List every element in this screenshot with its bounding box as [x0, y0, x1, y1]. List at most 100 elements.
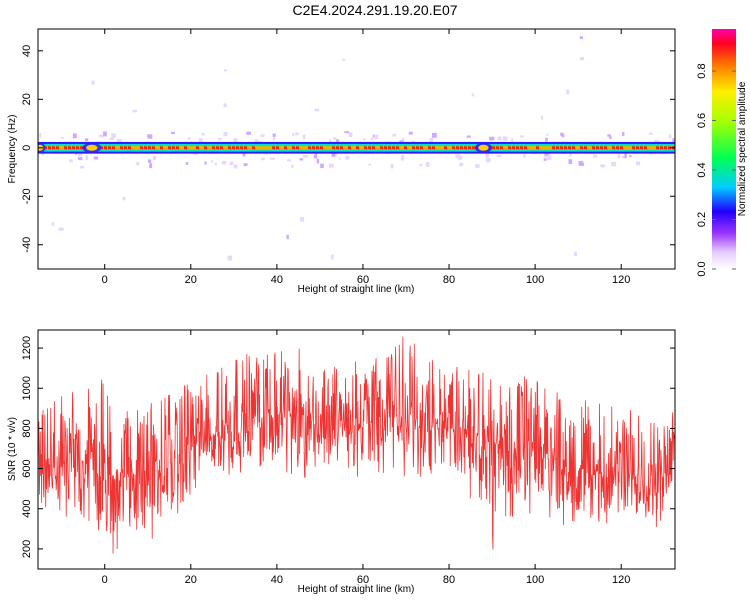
- ridge-core-dot: [124, 146, 127, 150]
- ridge-core-dot: [520, 146, 523, 150]
- ridge-core-dot: [532, 146, 535, 150]
- ridge-core-dot: [460, 146, 463, 150]
- spectral-speckle: [344, 131, 350, 134]
- spectral-speckle: [152, 155, 157, 160]
- spectral-speckle: [260, 134, 265, 137]
- spectral-speckle: [316, 158, 320, 164]
- spectral-speckle: [348, 132, 353, 138]
- ridge-core-dot: [656, 146, 659, 150]
- ridge-core-dot: [640, 146, 643, 150]
- spectral-speckle: [372, 134, 376, 138]
- ridge-core-dot: [132, 146, 135, 150]
- x-tick-label: 0: [102, 274, 108, 286]
- spectral-speckle: [573, 251, 577, 257]
- ridge-core-dot: [500, 146, 503, 150]
- ridge-core-dot: [80, 146, 83, 150]
- spectral-speckle: [458, 155, 463, 161]
- spectral-speckle: [335, 139, 340, 144]
- snr-series-line: [38, 336, 675, 554]
- spectral-speckle: [485, 152, 489, 158]
- ridge-core-dot: [668, 146, 671, 150]
- ridge-core-dot: [212, 146, 215, 150]
- ridge-core-dot: [192, 146, 195, 150]
- ridge-core-dot: [604, 146, 607, 150]
- spectral-speckle: [368, 163, 371, 166]
- ridge-core-dot: [300, 146, 303, 150]
- spectral-speckle: [342, 58, 346, 61]
- colorbar-tick-label: 0.8: [696, 63, 708, 78]
- spectral-speckle: [502, 136, 508, 141]
- ridge-core-dot: [664, 146, 667, 150]
- ridge-core-dot: [244, 146, 247, 150]
- ridge-core-dot: [248, 146, 251, 150]
- spectral-speckle: [374, 134, 379, 140]
- ridge-core-dot: [372, 146, 375, 150]
- ridge-core-dot: [176, 146, 179, 150]
- ridge-core-dot: [388, 146, 391, 150]
- spectral-speckle: [218, 137, 222, 141]
- spectral-speckle: [116, 139, 122, 143]
- ridge-core-dot: [624, 146, 627, 150]
- ridge-core-dot: [108, 146, 111, 150]
- ridge-core-dot: [320, 146, 323, 150]
- colorbar-tick-label: 0.2: [696, 212, 708, 227]
- ridge-core-dot: [432, 146, 435, 150]
- ridge-core-dot: [304, 146, 307, 150]
- ridge-core-dot: [536, 146, 539, 150]
- spectral-speckle: [111, 133, 116, 138]
- spectral-speckle: [489, 136, 495, 141]
- ridge-core-dot: [284, 146, 287, 150]
- spectral-speckle: [223, 103, 227, 108]
- spectral-speckle: [600, 164, 606, 168]
- ridge-core-dot: [576, 146, 579, 150]
- spectral-speckle: [261, 157, 265, 161]
- ridge-core-dot: [516, 146, 519, 150]
- colorbar-tick-label: 0.4: [696, 162, 708, 177]
- spectral-speckle: [171, 131, 175, 135]
- spectral-speckle: [214, 162, 217, 166]
- spectral-speckle: [617, 154, 621, 159]
- spectral-speckle: [93, 156, 99, 160]
- ridge-core-dot: [200, 146, 203, 150]
- spectral-speckle: [486, 158, 491, 163]
- snr-panel: 0 20 40 60 80 100 120 200 400 600 800 1000 1200 Hei…: [7, 329, 676, 595]
- spectral-speckle: [400, 157, 405, 161]
- colorbar-axis: 0.0 0.2 0.4 0.6 0.8: [696, 63, 736, 277]
- spectral-speckle: [331, 254, 334, 260]
- ridge-core-dot: [228, 146, 231, 150]
- spectral-speckle: [233, 164, 238, 169]
- ridge-core-dot: [368, 146, 371, 150]
- ridge-core-dot: [188, 146, 191, 150]
- ridge-core-dot: [204, 146, 207, 150]
- spectral-speckle: [496, 154, 502, 157]
- ridge-core-dot: [404, 146, 407, 150]
- x-tick-label: 80: [443, 274, 455, 286]
- ridge-core-dot: [428, 146, 431, 150]
- ridge-core-dot: [400, 146, 403, 150]
- ridge-core-dot: [76, 146, 79, 150]
- ridge-core-dot: [660, 146, 663, 150]
- spectral-speckle: [51, 222, 55, 226]
- y-tick-label: -40: [21, 237, 33, 253]
- ridge-core-dot: [496, 146, 499, 150]
- ridge-core-dot: [152, 146, 155, 150]
- ridge-core-dot: [632, 146, 635, 150]
- spectral-speckle: [291, 164, 294, 168]
- spectral-speckle: [579, 57, 584, 61]
- spectral-speckle: [91, 80, 95, 85]
- spectrogram-y-label: Frequency (Hz): [7, 115, 18, 184]
- spectral-speckle: [579, 163, 585, 166]
- spectral-speckle: [72, 133, 77, 139]
- ridge-core-dot: [548, 146, 551, 150]
- spectral-speckle: [242, 153, 246, 157]
- spectral-speckle: [672, 138, 675, 143]
- ridge-core-dot: [316, 146, 319, 150]
- spectral-speckle: [98, 134, 104, 138]
- ridge-core-dot: [588, 146, 591, 150]
- ridge-core-dot: [44, 146, 47, 150]
- spectral-speckle: [234, 137, 237, 142]
- snr-frame: [37, 329, 676, 570]
- spectral-speckle: [85, 155, 89, 161]
- spectral-speckle: [629, 155, 632, 158]
